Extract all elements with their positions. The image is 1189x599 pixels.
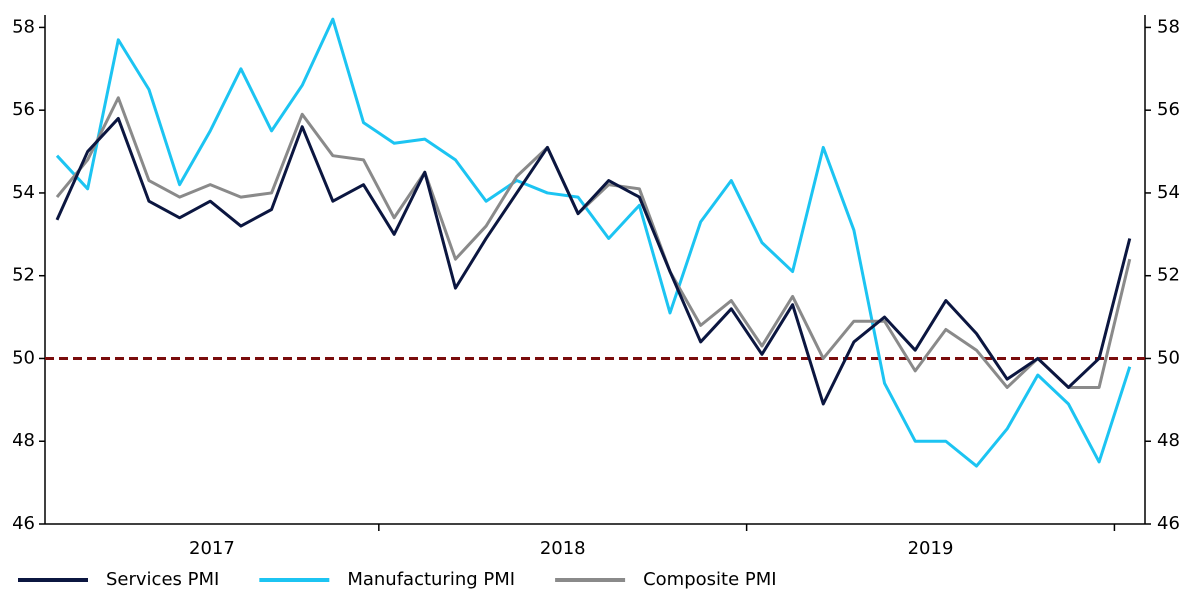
y2-tick-label: 56 xyxy=(1157,99,1180,120)
y2-tick-label: 54 xyxy=(1157,182,1180,203)
series-line xyxy=(55,116,1132,406)
y-tick-label: 58 xyxy=(12,16,35,37)
x-group-label: 2017 xyxy=(189,538,235,559)
x-group-label: 2019 xyxy=(908,538,954,559)
y-tick-label: 48 xyxy=(12,430,35,451)
y2-tick-label: 52 xyxy=(1157,265,1180,286)
legend-label: Composite PMI xyxy=(643,569,776,590)
y2-tick-label: 46 xyxy=(1157,513,1180,534)
legend-label: Services PMI xyxy=(106,569,219,590)
series-line xyxy=(55,17,1132,468)
x-group-label: 2018 xyxy=(540,538,586,559)
series-line xyxy=(55,96,1132,389)
y-tick-label: 56 xyxy=(12,99,35,120)
legend-label: Manufacturing PMI xyxy=(347,569,515,590)
y2-tick-label: 58 xyxy=(1157,16,1180,37)
y-tick-label: 54 xyxy=(12,182,35,203)
y-tick-label: 52 xyxy=(12,265,35,286)
y-tick-label: 50 xyxy=(12,347,35,368)
y2-tick-label: 48 xyxy=(1157,430,1180,451)
y2-tick-label: 50 xyxy=(1157,347,1180,368)
y-tick-label: 46 xyxy=(12,513,35,534)
